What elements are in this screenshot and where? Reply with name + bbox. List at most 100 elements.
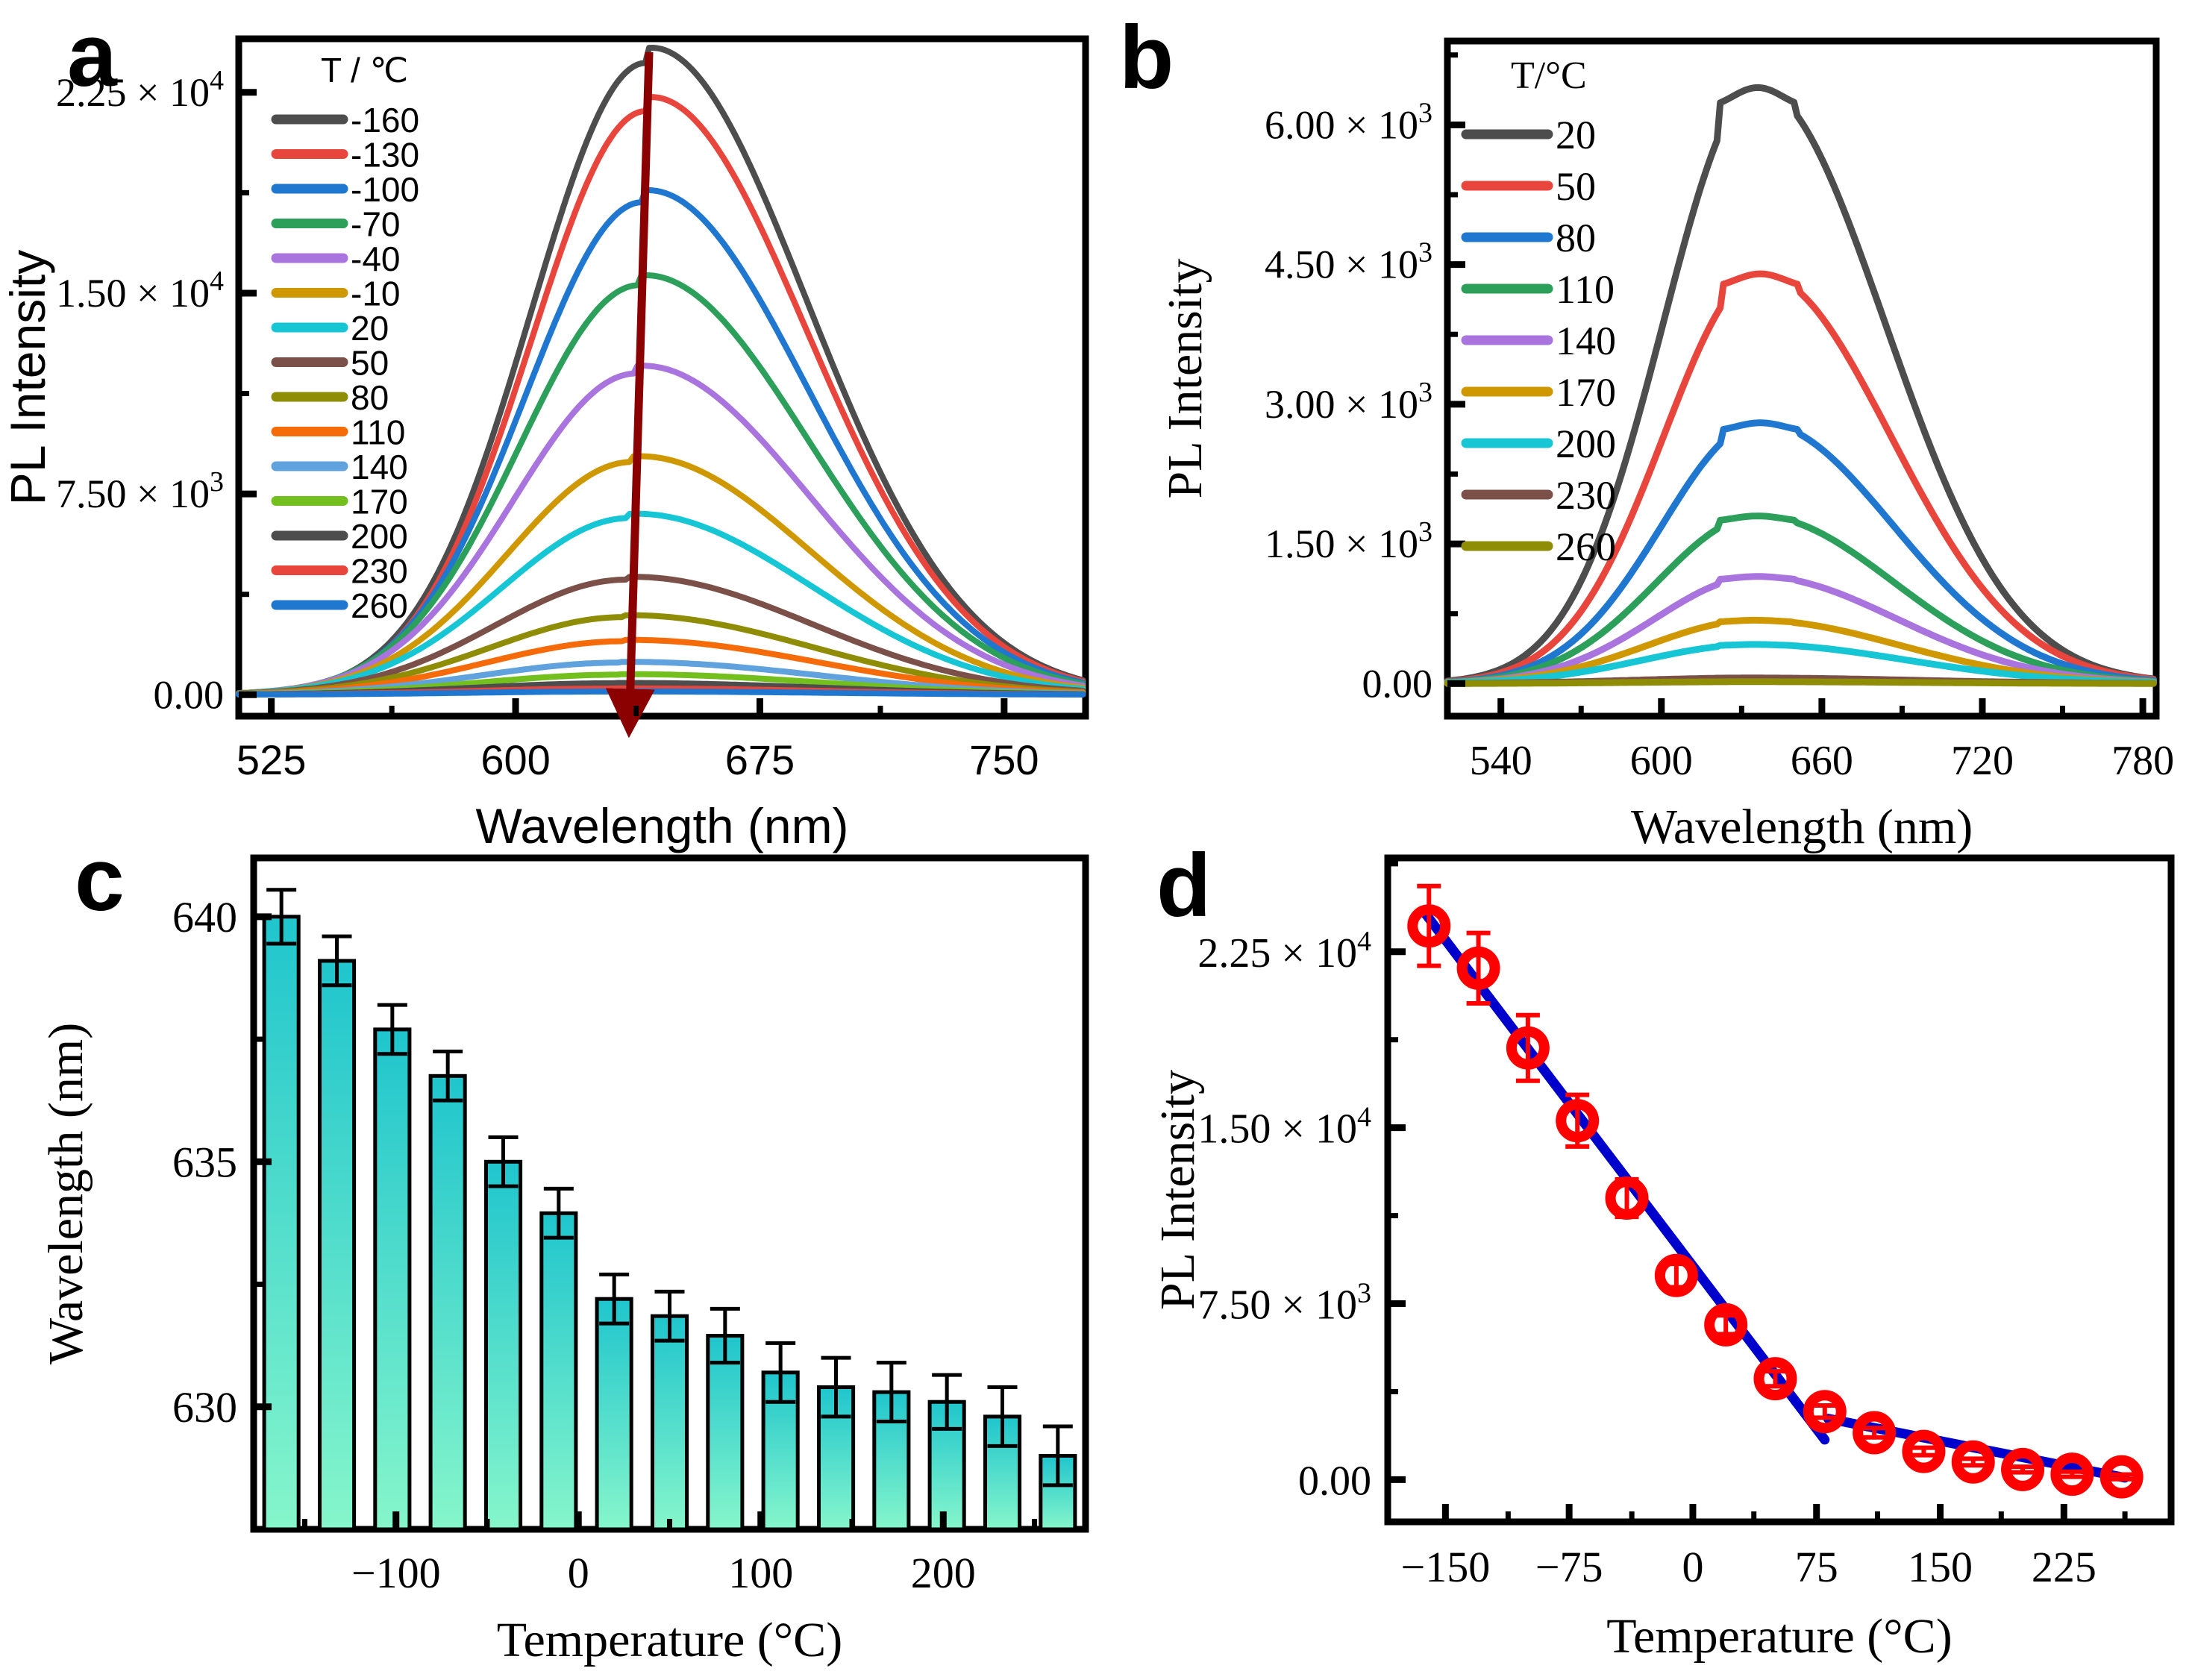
panel-a-legend-label--40: -40 — [351, 239, 400, 278]
panel-b-ytick-label: 1.50 × 103 — [1265, 516, 1432, 566]
panel-b-legend-label-140: 140 — [1556, 319, 1616, 363]
panel-a-ytick-label: 1.50 × 104 — [56, 266, 224, 316]
panel-d-ytick-label: 0.00 — [1298, 1458, 1371, 1504]
panel-b-series-50 — [1444, 270, 2157, 685]
panel-c-svg: c −100 0 100 200 630 635 640 Temperature (°C) Wav… — [39, 830, 1089, 1667]
panel-a-xtick-label: 600 — [480, 736, 550, 783]
panel-d-data-marker — [1556, 1099, 1600, 1143]
panel-d-data-marker — [1704, 1303, 1748, 1347]
panel-d-data-marker — [1753, 1357, 1797, 1401]
panel-a-series-110 — [236, 636, 1086, 697]
panel-c-xtick-label: 0 — [568, 1549, 589, 1597]
panel-d-xtick-label: −75 — [1535, 1543, 1603, 1591]
panel-b-legend-label-230: 230 — [1556, 473, 1616, 518]
panel-d-data-marker — [1853, 1411, 1897, 1455]
panel-a-ytick-label: 2.25 × 104 — [56, 65, 224, 115]
panel-a-legend: T / ℃ -160-130-100-70-40-1020508011014017… — [271, 51, 419, 625]
panel-d-letter: d — [1156, 836, 1211, 935]
panel-b-series-80 — [1444, 419, 2157, 686]
panel-a-yaxis-label: PL Intensity — [0, 250, 55, 505]
panel-d-data-marker — [1456, 946, 1500, 990]
panel-d-points — [1407, 883, 2144, 1499]
panel-a-legend-label-20: 20 — [351, 309, 389, 348]
panel-a-legend-label-260: 260 — [351, 586, 408, 625]
panel-d-data-marker — [2001, 1447, 2045, 1491]
panel-b-series-20 — [1444, 84, 2157, 685]
panel-b-series-260 — [1444, 678, 2157, 687]
panel-b-xtick-label: 780 — [2111, 738, 2174, 784]
panel-a-legend-label--130: -130 — [351, 136, 419, 175]
panel-d-data-marker — [1902, 1429, 1946, 1473]
panel-a-svg: a 525 600 675 750 0.00 7.50 × 103 1.50 × 104 2.2… — [0, 5, 1089, 853]
panel-d: d −150 −75 0 75 150 225 0.00 7.50 × 103 1.50 × 10… — [1097, 828, 2192, 1680]
panel-d-data-marker — [2050, 1452, 2094, 1496]
panel-c-bar — [373, 1027, 412, 1532]
panel-b-svg: b 540 600 660 720 780 0.00 1.50 × 103 3.00 × 103… — [1119, 7, 2174, 854]
panel-b-legend-title: T/°C — [1511, 54, 1587, 97]
panel-b-legend-label-260: 260 — [1556, 524, 1616, 569]
panel-b: b 540 600 660 720 780 0.00 1.50 × 103 3.00 × 103… — [1097, 0, 2192, 854]
panel-c-xtick-label: 100 — [728, 1549, 793, 1597]
panel-c-bar — [872, 1390, 911, 1532]
panel-c-letter: c — [75, 830, 125, 930]
panel-a-legend-label-230: 230 — [351, 552, 408, 591]
panel-a-legend-label-140: 140 — [351, 448, 408, 486]
panel-d-data-marker — [1803, 1390, 1847, 1434]
panel-b-xtick-label: 600 — [1630, 738, 1693, 784]
panel-b-legend: T/°C 20 50 80 110 140 170 200 230 260 — [1461, 54, 1616, 569]
panel-c-bar — [927, 1400, 966, 1532]
panel-d-data-marker — [1407, 904, 1451, 948]
panel-a-legend-label-50: 50 — [351, 344, 389, 383]
panel-a-axes-frame — [235, 35, 1089, 720]
panel-b-xtick-label: 720 — [1951, 738, 2014, 784]
panel-b-series-200 — [1444, 641, 2157, 686]
panel-b-series-140 — [1444, 573, 2157, 686]
panel-b-axes-frame — [1444, 37, 2160, 720]
panel-a-legend-label--10: -10 — [351, 275, 400, 313]
panel-d-data-marker — [1605, 1176, 1649, 1220]
panel-c-yaxis-label: Wavelength (nm) — [39, 1023, 93, 1364]
panel-a-series-20 — [236, 510, 1086, 697]
panel-b-ytick-label: 3.00 × 103 — [1265, 377, 1432, 427]
panel-a: a 525 600 675 750 0.00 7.50 × 103 1.50 × 104 2.2… — [0, 0, 1097, 853]
panel-d-ytick-label: 2.25 × 104 — [1197, 926, 1371, 977]
panel-d-data-marker — [1654, 1253, 1698, 1297]
panel-c-bar — [428, 1073, 467, 1532]
panel-c-bar — [651, 1314, 689, 1532]
panel-c-ytick-label: 635 — [172, 1138, 237, 1186]
panel-b-legend-label-110: 110 — [1556, 267, 1615, 312]
panel-a-ytick-label: 7.50 × 103 — [56, 466, 224, 516]
panel-a-legend-label--160: -160 — [351, 101, 419, 140]
panel-c-ytick-label: 640 — [172, 893, 237, 941]
panel-c: c −100 0 100 200 630 635 640 Temperature (°C) Wav… — [0, 828, 1097, 1680]
panel-a-legend-label--100: -100 — [351, 170, 419, 209]
panel-b-series-110 — [1444, 513, 2157, 686]
panel-b-legend-label-50: 50 — [1556, 164, 1596, 209]
panel-d-xtick-label: −150 — [1401, 1543, 1491, 1591]
panel-a-ytick-label: 0.00 — [154, 672, 225, 717]
panel-c-bar — [706, 1334, 745, 1532]
panel-c-bar — [318, 959, 357, 1532]
panel-d-low-temperature-linear-fit — [1419, 906, 1830, 1445]
panel-a-legend-label--70: -70 — [351, 205, 400, 244]
panel-a-legend-label-200: 200 — [351, 517, 408, 556]
panel-d-data-marker — [1506, 1026, 1550, 1070]
panel-d-xtick-label: 225 — [2032, 1543, 2097, 1591]
panel-d-data-marker — [1951, 1440, 1995, 1484]
panel-d-xtick-label: 150 — [1908, 1543, 1973, 1591]
panel-c-bar — [595, 1297, 633, 1532]
panel-a-xaxis-label: Wavelength (nm) — [475, 798, 848, 853]
panel-b-legend-label-170: 170 — [1556, 370, 1616, 415]
panel-a-legend-title: T / ℃ — [321, 51, 408, 90]
panel-c-bar — [539, 1211, 578, 1532]
panel-b-yaxis-label: PL Intensity — [1158, 258, 1212, 498]
panel-a-legend-label-110: 110 — [351, 413, 405, 452]
panel-c-ytick-label: 630 — [172, 1383, 237, 1432]
panel-c-bars — [262, 888, 1077, 1532]
panel-b-curves — [1444, 84, 2157, 687]
panel-b-legend-label-200: 200 — [1556, 421, 1616, 466]
panel-b-letter: b — [1119, 7, 1174, 107]
panel-a-legend-label-170: 170 — [351, 483, 408, 521]
panel-d-xtick-label: 0 — [1682, 1543, 1703, 1591]
panel-a-series-50 — [236, 574, 1086, 697]
